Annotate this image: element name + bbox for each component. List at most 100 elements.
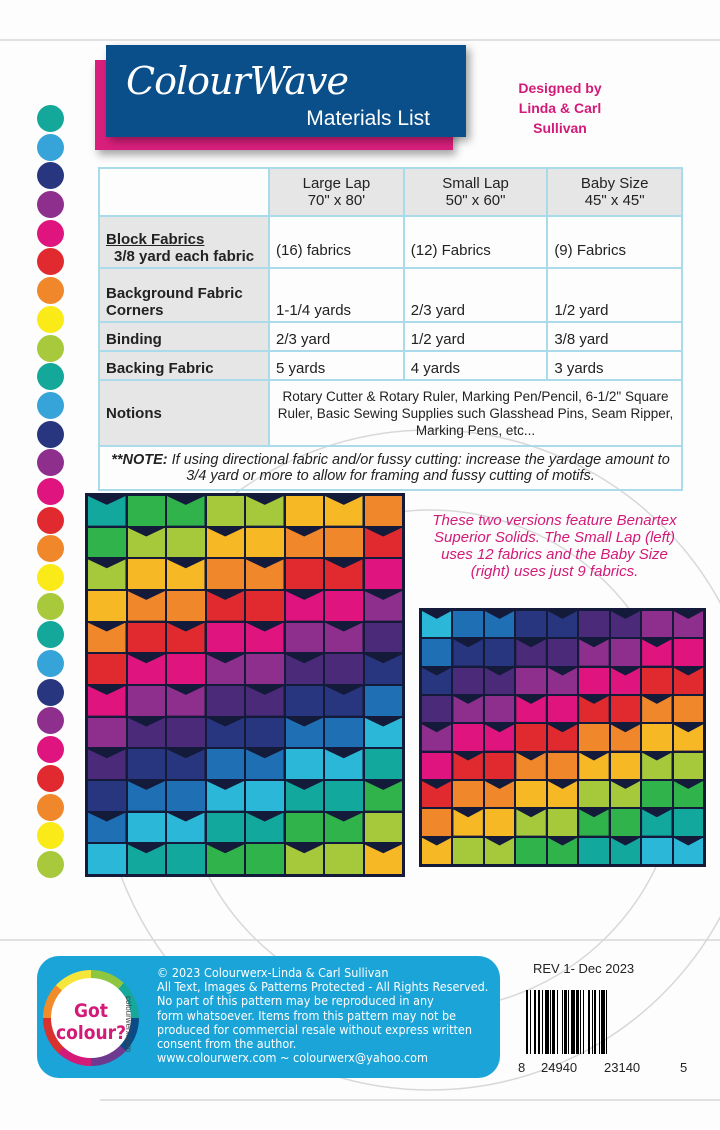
quilt-block xyxy=(422,752,452,779)
quilt-block xyxy=(516,837,546,864)
barcode-bar xyxy=(598,990,600,1054)
quilt-block xyxy=(579,809,609,836)
quilt-block xyxy=(453,837,483,864)
quilt-block xyxy=(285,654,323,684)
quilt-block xyxy=(325,496,363,526)
color-dot xyxy=(37,678,64,706)
quilt-block xyxy=(167,749,205,779)
quilt-block xyxy=(127,590,165,621)
column-header: Large Lap 70" x 80' xyxy=(268,167,405,217)
quilt-block xyxy=(579,667,609,694)
color-dot xyxy=(37,248,64,276)
quilt-block xyxy=(127,685,165,716)
quilt-block xyxy=(673,752,703,779)
note-text: If using directional fabric and/or fussy… xyxy=(167,452,670,484)
column-size: 45" x 45" xyxy=(584,192,645,209)
quilt-block xyxy=(422,667,452,694)
quilt-block xyxy=(453,611,483,638)
quilt-block xyxy=(364,844,402,874)
table-row: Backing Fabric 5 yards 4 yards 3 yards xyxy=(98,350,683,381)
barcode-digit: 23140 xyxy=(604,1060,641,1075)
quilt-block xyxy=(206,559,244,589)
quilt-block xyxy=(88,844,126,874)
quilt-block xyxy=(127,780,165,811)
table-cell: 1/2 yard xyxy=(402,321,549,352)
quilt-block xyxy=(246,559,284,589)
quilt-block xyxy=(325,559,363,589)
quilt-block xyxy=(642,781,672,808)
color-dot xyxy=(37,277,64,305)
badge-inner: Got colour? colourwerx.com xyxy=(51,978,133,1058)
color-dot xyxy=(37,592,64,620)
copyright-footer: Got colour? colourwerx.com © 2023 Colour… xyxy=(37,956,500,1078)
barcode-digit: 24940 xyxy=(541,1060,578,1075)
quilt-block xyxy=(206,496,244,526)
quilt-block xyxy=(642,611,672,638)
quilt-block xyxy=(673,667,703,694)
page-subtitle: Materials List xyxy=(306,107,430,130)
quilt-block xyxy=(610,809,641,836)
row-label: Notions xyxy=(98,379,270,447)
barcode-bar xyxy=(601,990,605,1054)
barcode-bar xyxy=(557,990,559,1054)
quilt-block xyxy=(364,780,402,811)
barcode-bar xyxy=(579,990,581,1054)
quilt-block xyxy=(325,717,363,748)
quilt-block xyxy=(547,696,578,723)
barcode-bar xyxy=(545,990,549,1054)
quilt-block xyxy=(642,724,672,751)
barcode-bar xyxy=(529,990,531,1054)
quilt-block xyxy=(422,639,452,666)
quilt-block xyxy=(516,667,546,694)
quilt-block xyxy=(453,724,483,751)
badge-site: colourwerx.com xyxy=(124,996,133,1053)
quilt-block xyxy=(579,752,609,779)
small-lap-quilt-image xyxy=(85,493,405,877)
row-label: Backing Fabric xyxy=(98,350,270,381)
color-dot xyxy=(37,793,64,821)
quilt-block xyxy=(422,781,452,808)
baby-size-quilt-image xyxy=(419,608,706,867)
table-cell: 1/2 yard xyxy=(546,267,683,323)
row-label-text: Block Fabrics xyxy=(106,231,205,248)
table-row: Binding 2/3 yard 1/2 yard 3/8 yard xyxy=(98,321,683,352)
quilt-block xyxy=(642,837,672,864)
table-cell: 3/8 yard xyxy=(546,321,683,352)
barcode-bar xyxy=(576,990,579,1054)
quilt-block xyxy=(167,622,205,653)
quilt-block xyxy=(364,622,402,653)
quilt-block xyxy=(325,780,363,811)
quilt-block xyxy=(453,639,483,666)
row-sublabel: Corners xyxy=(106,302,164,319)
quilt-block xyxy=(246,844,284,874)
quilt-block xyxy=(364,590,402,621)
table-cell: (16) fabrics xyxy=(268,215,405,269)
color-dot-column xyxy=(37,105,65,880)
quilt-block xyxy=(246,622,284,653)
quilt-block xyxy=(364,559,402,589)
color-dot xyxy=(37,305,64,333)
quilt-block xyxy=(285,812,323,843)
quilt-block xyxy=(673,724,703,751)
color-dot xyxy=(37,420,64,448)
quilt-block xyxy=(610,639,641,666)
quilt-caption: These two versions feature Benartex Supe… xyxy=(432,512,677,580)
barcode-bar xyxy=(583,990,585,1054)
color-dot xyxy=(37,477,64,505)
quilt-block xyxy=(547,752,578,779)
barcode-bar xyxy=(549,990,552,1054)
quilt-block xyxy=(167,590,205,621)
quilt-block xyxy=(422,809,452,836)
color-dot xyxy=(37,334,64,362)
quilt-block xyxy=(167,812,205,843)
quilt-block xyxy=(325,622,363,653)
barcode-bar xyxy=(605,990,608,1054)
quilt-block xyxy=(325,590,363,621)
quilt-block xyxy=(610,724,641,751)
quilt-block xyxy=(484,611,515,638)
barcode-bar xyxy=(591,990,593,1054)
quilt-block xyxy=(285,780,323,811)
quilt-block xyxy=(206,749,244,779)
quilt-block xyxy=(673,696,703,723)
table-header-row: Large Lap 70" x 80' Small Lap 50" x 60" Ba… xyxy=(98,167,683,217)
